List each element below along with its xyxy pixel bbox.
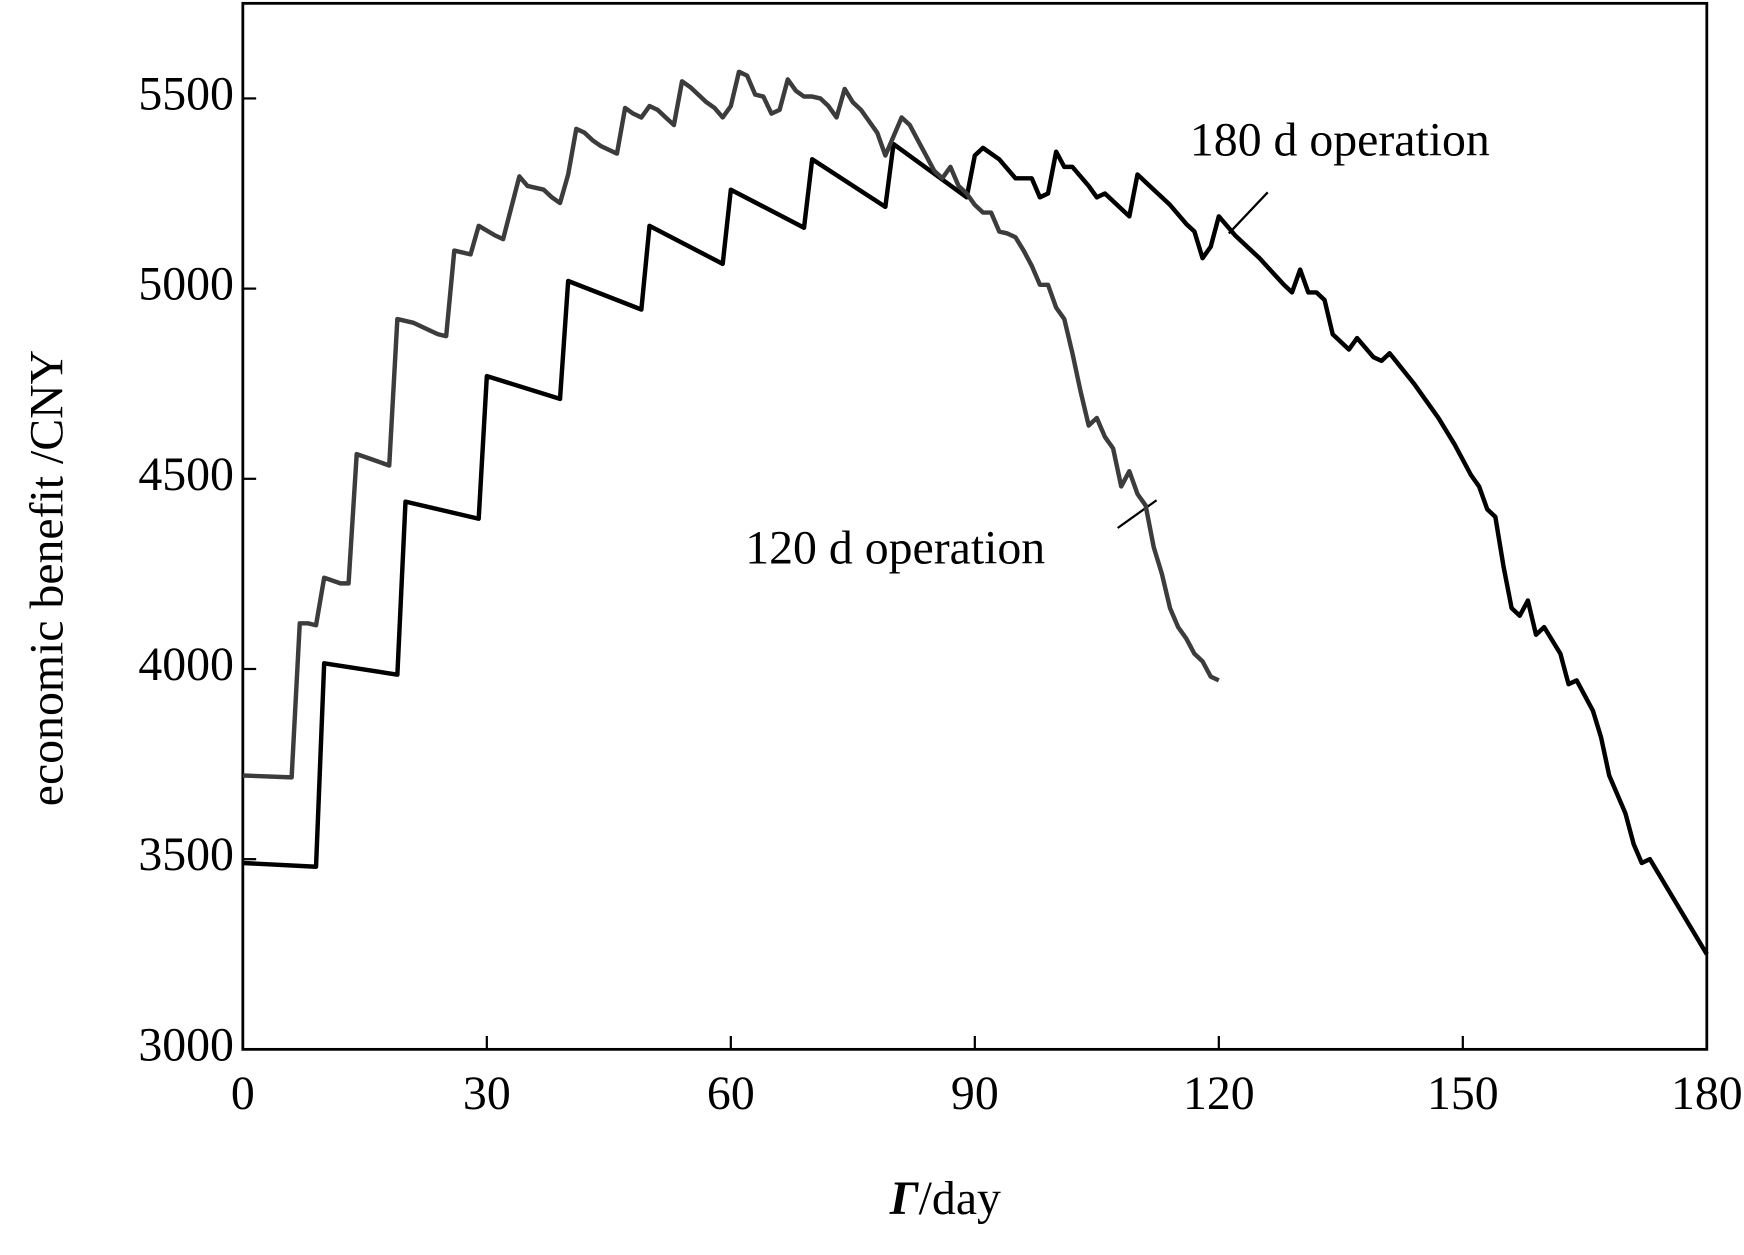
series-line	[242, 141, 1709, 956]
x-axis-label: Γ/day	[889, 1172, 1001, 1225]
y-tick-label: 3500	[138, 828, 234, 881]
series-annotation: 180 d operation	[1190, 113, 1490, 166]
x-label-unit: /day	[919, 1172, 1001, 1225]
x-tick-label: 120	[1183, 1067, 1255, 1120]
y-axis-label: economic benefit /CNY	[21, 350, 74, 806]
x-tick-label: 150	[1427, 1067, 1499, 1120]
series-annotation: 120 d operation	[745, 521, 1045, 574]
x-tick-label: 180	[1671, 1067, 1743, 1120]
x-tick-label: 0	[231, 1067, 255, 1120]
x-tick-label: 90	[951, 1067, 999, 1120]
y-tick-label: 3000	[138, 1018, 234, 1071]
series-line	[242, 69, 1220, 780]
y-tick-label: 4000	[138, 638, 234, 691]
x-tick-label: 60	[707, 1067, 755, 1120]
x-label-symbol: Γ	[889, 1172, 920, 1225]
y-tick-label: 5500	[138, 67, 234, 120]
y-tick-label: 4500	[138, 448, 234, 501]
annotation-leader	[1117, 499, 1158, 529]
y-tick-label: 5000	[138, 258, 234, 311]
annotation-leader	[1228, 191, 1269, 235]
x-tick-label: 30	[463, 1067, 511, 1120]
